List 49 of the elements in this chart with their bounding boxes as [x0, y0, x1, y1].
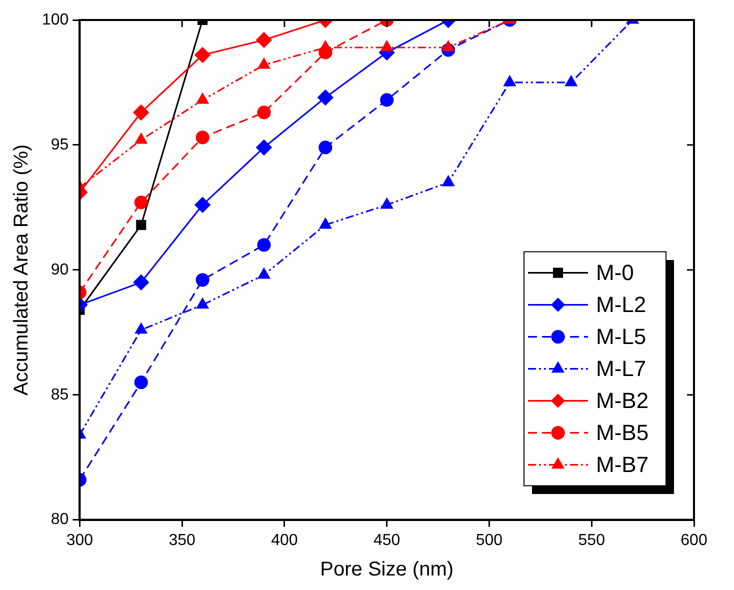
y-tick-label: 90 [50, 261, 69, 278]
point [504, 76, 516, 86]
point [318, 140, 332, 154]
y-tick-label: 80 [50, 511, 69, 528]
x-tick-label: 500 [476, 532, 503, 549]
legend-label: M-0 [596, 260, 634, 285]
point [257, 238, 271, 252]
legend-label: M-B5 [596, 420, 649, 445]
point [133, 274, 149, 290]
point [319, 218, 332, 229]
legend-label: M-L2 [596, 292, 646, 317]
point [258, 58, 270, 69]
point [134, 196, 148, 210]
point [257, 106, 271, 120]
point [196, 93, 209, 104]
point [380, 198, 393, 209]
point [135, 133, 148, 144]
y-axis-title: Accumulated Area Ratio (%) [10, 144, 33, 396]
point [380, 93, 394, 107]
point [256, 32, 272, 48]
point [256, 140, 272, 156]
point [196, 130, 210, 144]
legend-label: M-L7 [596, 356, 646, 381]
point [442, 40, 454, 52]
x-tick-label: 300 [66, 532, 94, 549]
point [194, 197, 210, 213]
y-tick-label: 95 [50, 136, 69, 154]
point [134, 376, 148, 390]
point [442, 176, 454, 186]
point [133, 104, 149, 120]
x-tick-label: 600 [680, 532, 708, 549]
point [196, 298, 209, 309]
x-tick-label: 550 [578, 532, 606, 549]
legend-label: M-B7 [596, 452, 649, 477]
x-tick-label: 400 [271, 532, 298, 549]
point [258, 268, 270, 279]
y-tick-label: 100 [42, 11, 69, 28]
point [196, 273, 210, 287]
x-tick-label: 350 [168, 532, 196, 549]
point [318, 90, 334, 106]
point [565, 76, 578, 86]
legend-label: M-L5 [596, 324, 646, 349]
point [135, 323, 148, 334]
point [380, 40, 393, 52]
x-tick-label: 450 [373, 532, 400, 549]
legend-label: M-B2 [596, 388, 649, 413]
x-axis-title: Pore Size (nm) [320, 558, 454, 581]
point [194, 47, 210, 63]
y-tick-label: 85 [50, 386, 69, 404]
